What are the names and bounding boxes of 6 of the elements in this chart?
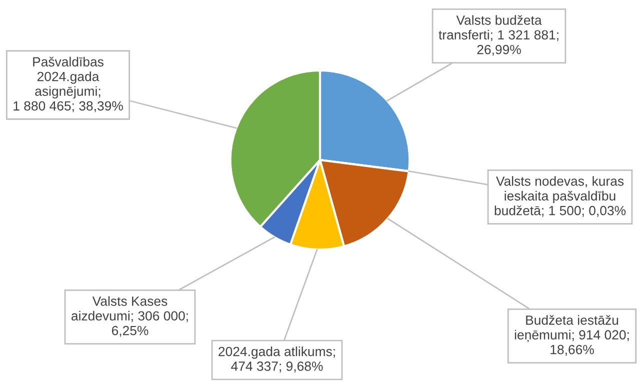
- slice-label: Valsts budžeta transferti; 1 321 881; 26,99%: [438, 15, 558, 56]
- slice-label: Budžeta iestāžu ieņēmumi; 914 020; 18,66%: [514, 315, 629, 356]
- slice-label: 2024.gada atlikums; 474 337; 9,68%: [218, 346, 335, 372]
- slice-label: Valsts Kases aizdevumi; 306 000; 6,25%: [72, 296, 188, 337]
- slice-label: Pašvaldības 2024.gada asignējumi; 1 880 465; 38,39%: [14, 56, 123, 112]
- slice-label: Valsts nodevas, kuras ieskaita pašvaldību budžetā; 1 500; 0,03%: [494, 176, 626, 217]
